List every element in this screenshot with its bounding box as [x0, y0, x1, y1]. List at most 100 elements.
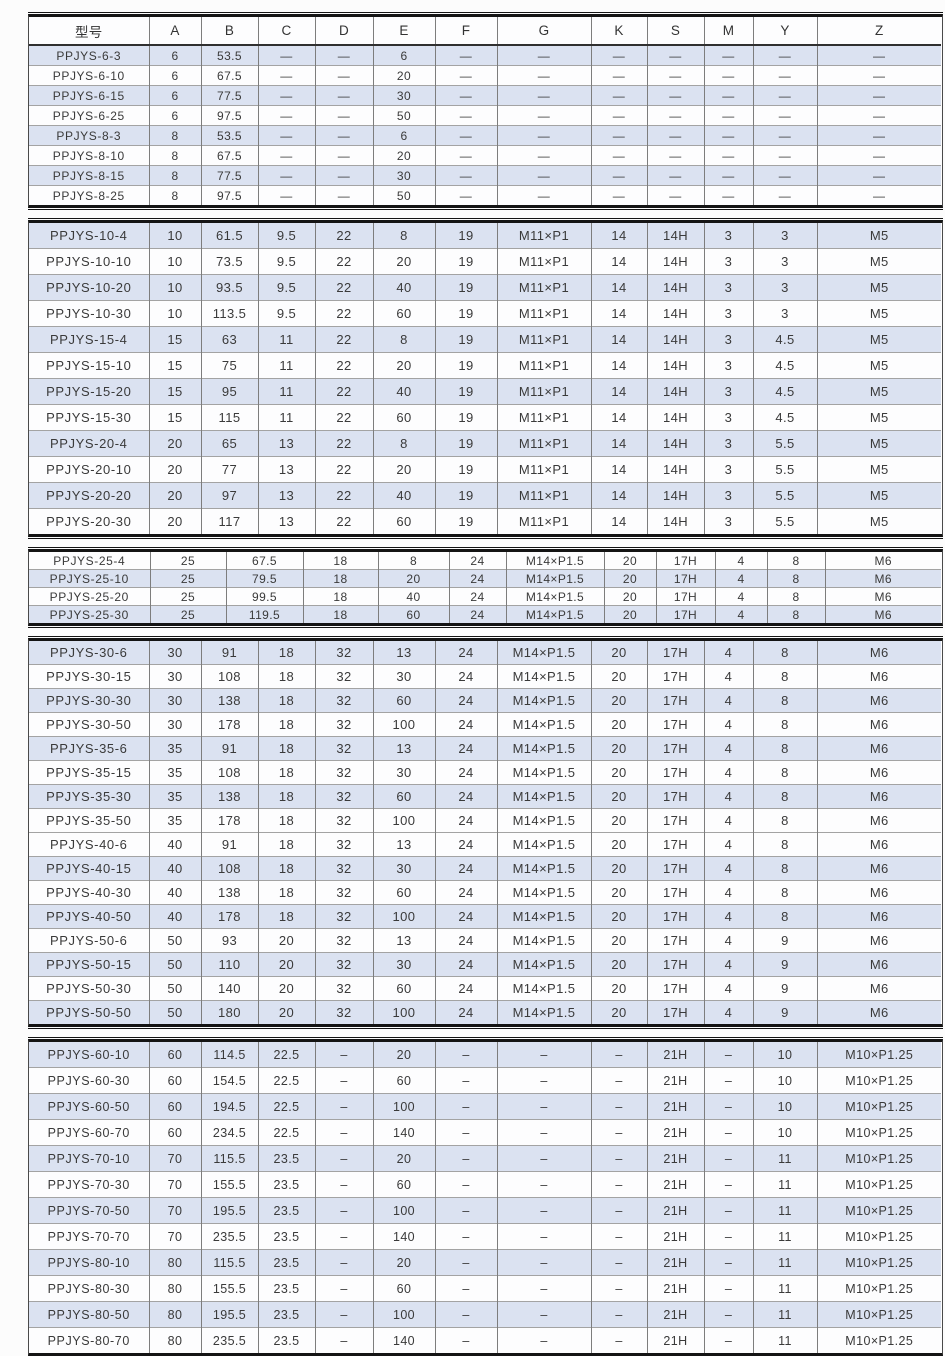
model-cell: PPJYS-70-30 — [29, 1171, 149, 1198]
column-header-A: A — [148, 17, 201, 46]
table-cell: 6 — [148, 105, 201, 126]
table-cell: 4 — [714, 552, 767, 570]
table-cell: M5 — [816, 274, 941, 301]
table-row: PPJYS-6-15 6 77.5— —30— — — — — — — — [29, 85, 941, 106]
table-cell: — — [434, 45, 497, 66]
table-cell: M11×P1 — [496, 248, 591, 275]
table-cell: 8 — [752, 760, 817, 785]
table-cell: 15 — [148, 378, 201, 405]
table-cell: 24 — [448, 587, 506, 606]
model-cell: PPJYS-30-30 — [29, 688, 149, 713]
table-cell: 10 — [148, 248, 201, 275]
table-cell: 15 — [148, 352, 201, 379]
table-cell: – — [314, 1197, 373, 1224]
table-cell: — — [314, 85, 373, 106]
table-row: PPJYS-80-50 80 195.5 23.5–100– – –21H –11 M10×P… — [29, 1301, 941, 1328]
table-cell: M5 — [816, 300, 941, 327]
table-cell: 13 — [372, 832, 435, 857]
table-cell: 108 — [200, 664, 258, 689]
column-header-D: D — [314, 17, 373, 46]
table-cell: 8 — [752, 712, 817, 737]
spec-table: PPJYS-25-4 25 67.5 18 8 24 M14×P1.5 20 17H 4 8 M6 PP… — [29, 552, 941, 623]
table-row: PPJYS-8-15 8 77.5— —30— — — — — — — — [29, 165, 941, 186]
table-cell: 24 — [434, 832, 497, 857]
model-cell: PPJYS-40-6 — [29, 832, 149, 857]
table-cell: 19 — [434, 378, 497, 405]
spec-section-series-25: PPJYS-25-4 25 67.5 18 8 24 M14×P1.5 20 17H 4 8 M6 PP… — [28, 549, 943, 626]
table-cell: – — [703, 1067, 753, 1094]
table-cell: 95 — [200, 378, 258, 405]
table-cell: 32 — [314, 712, 373, 737]
table-cell: — — [257, 145, 315, 166]
table-cell: 24 — [434, 641, 497, 665]
table-row: PPJYS-70-50 70 195.5 23.5–100– – –21H –11 M10×P… — [29, 1197, 941, 1224]
table-row: PPJYS-10-4 10 61.5 9.5 22 8 19 M11×P1 14 14H 3 3 M5 — [29, 223, 941, 249]
table-cell: — — [257, 125, 315, 146]
table-cell: 4 — [714, 587, 767, 606]
table-cell: 14H — [646, 223, 704, 249]
table-cell: 115 — [200, 404, 258, 431]
table-cell: 19 — [434, 300, 497, 327]
table-cell: 22 — [314, 300, 373, 327]
table-cell: 10 — [752, 1119, 817, 1146]
table-cell: – — [590, 1067, 647, 1094]
table-cell: 235.5 — [200, 1223, 258, 1250]
model-cell: PPJYS-50-50 — [29, 1000, 149, 1024]
table-cell: 14 — [590, 223, 647, 249]
column-header-F: F — [434, 17, 497, 46]
table-cell: 35 — [148, 760, 201, 785]
table-cell: – — [496, 1301, 591, 1328]
model-cell: PPJYS-20-10 — [29, 456, 149, 483]
table-cell: 40 — [148, 904, 201, 929]
table-cell: — — [434, 105, 497, 126]
table-cell: 3 — [703, 456, 753, 483]
table-cell: 140 — [372, 1327, 435, 1353]
table-cell: 24 — [434, 904, 497, 929]
table-cell: 20 — [590, 784, 647, 809]
table-row: PPJYS-35-15 35 108 18 32 30 24 M14×P1.5 20 17H 4 8 M… — [29, 760, 941, 785]
table-cell: – — [703, 1249, 753, 1276]
table-cell: M10×P1.25 — [816, 1249, 941, 1276]
model-cell: PPJYS-6-25 — [29, 105, 149, 126]
model-cell: PPJYS-50-6 — [29, 928, 149, 953]
table-cell: 10 — [752, 1093, 817, 1120]
table-cell: M6 — [816, 1000, 941, 1024]
table-cell: 20 — [590, 880, 647, 905]
table-cell: 100 — [372, 808, 435, 833]
table-cell: 17H — [655, 587, 715, 606]
table-cell: 4.5 — [752, 404, 817, 431]
table-cell: – — [590, 1249, 647, 1276]
table-cell: 18 — [257, 712, 315, 737]
model-cell: PPJYS-10-30 — [29, 300, 149, 327]
table-cell: 8 — [148, 125, 201, 146]
table-row: PPJYS-70-70 70 235.5 23.5–140– – –21H –11 M10×P… — [29, 1223, 941, 1250]
table-cell: 8 — [148, 185, 201, 205]
table-cell: 178 — [200, 808, 258, 833]
table-cell: 24 — [434, 808, 497, 833]
model-cell: PPJYS-80-50 — [29, 1301, 149, 1328]
table-cell: 22 — [314, 378, 373, 405]
table-cell: 60 — [372, 1171, 435, 1198]
table-cell: 91 — [200, 641, 258, 665]
table-cell: — — [646, 185, 704, 205]
table-cell: 115.5 — [200, 1249, 258, 1276]
model-cell: PPJYS-60-10 — [29, 1042, 149, 1068]
table-cell: 20 — [257, 1000, 315, 1024]
table-cell: 22 — [314, 456, 373, 483]
table-cell: — — [816, 125, 941, 146]
table-cell: 14 — [590, 508, 647, 534]
model-cell: PPJYS-10-20 — [29, 274, 149, 301]
table-cell: 3 — [752, 274, 817, 301]
table-cell: 20 — [372, 1249, 435, 1276]
table-cell: M6 — [816, 832, 941, 857]
table-cell: 9.5 — [257, 274, 315, 301]
table-cell: — — [496, 185, 591, 205]
table-cell: M10×P1.25 — [816, 1197, 941, 1224]
table-cell: 4 — [703, 952, 753, 977]
model-cell: PPJYS-40-50 — [29, 904, 149, 929]
table-cell: 23.5 — [257, 1145, 315, 1172]
table-cell: 24 — [434, 976, 497, 1001]
table-cell: 24 — [434, 784, 497, 809]
table-cell: 4 — [703, 664, 753, 689]
table-cell: 4 — [703, 880, 753, 905]
